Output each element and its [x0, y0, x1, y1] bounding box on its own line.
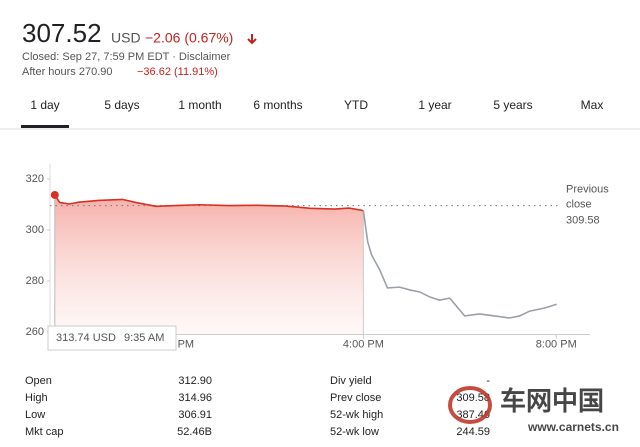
stat-label: 52-wk high — [330, 409, 383, 421]
x-tick-label: 8:00 PM — [536, 338, 577, 350]
stats: Open 312.90 Div yield - High 314.96 Prev close… — [25, 375, 490, 438]
tab[interactable]: Max — [581, 98, 604, 112]
stat-label: High — [25, 392, 48, 404]
tooltip-price: 313.74 USD — [56, 332, 116, 344]
area-fill — [54, 194, 364, 335]
stat-value: 244.59 — [456, 426, 490, 438]
tab[interactable]: 1 month — [178, 98, 221, 112]
price: 307.52 — [22, 18, 102, 48]
stat-value: 314.96 — [178, 392, 212, 404]
stat-label: Open — [25, 375, 52, 387]
tab[interactable]: 6 months — [253, 98, 302, 112]
price-line — [54, 194, 364, 212]
stat-value: 306.91 — [178, 409, 212, 421]
previous-close-label: Previous — [566, 183, 609, 195]
y-tick-label: 300 — [26, 224, 44, 236]
stat-value: 309.58 — [456, 392, 490, 404]
tooltip-time: 9:35 AM — [124, 332, 164, 344]
tab[interactable]: 1 year — [418, 98, 451, 112]
down-arrow — [247, 34, 257, 45]
tab[interactable]: 1 day — [30, 98, 59, 112]
tooltip — [47, 325, 177, 351]
chart: 26028030032012:00 PM4:00 PM8:00 PMPrevio… — [26, 163, 609, 351]
stat-label: Div yield — [330, 375, 372, 387]
stat-label: Mkt cap — [25, 426, 64, 438]
after-hours-change: −36.62 (11.91%) — [137, 66, 218, 78]
y-tick-label: 280 — [26, 275, 44, 287]
tab[interactable]: 5 days — [104, 98, 139, 112]
change: −2.06 (0.67%) — [145, 30, 233, 46]
stat-value: - — [486, 375, 490, 387]
stat-value: 312.90 — [178, 375, 212, 387]
hover-dot — [50, 190, 59, 199]
stat-value: 52.46B — [177, 426, 212, 438]
stat-label: Prev close — [330, 392, 381, 404]
watermark-name: 车网中国 — [500, 386, 604, 416]
tab-underline — [21, 125, 69, 128]
watermark-url: www.carnets.cn — [527, 420, 619, 434]
price-line — [362, 210, 557, 319]
tabs: 1 day 5 days 1 month 6 months YTD 1 year 5 yea… — [21, 98, 603, 128]
previous-close-label: close — [566, 198, 592, 210]
y-tick-label: 320 — [26, 173, 44, 185]
stat-label: Low — [25, 409, 45, 421]
after-hours: After hours 270.90 — [22, 66, 113, 78]
watermark-logo — [448, 386, 492, 424]
tab[interactable]: YTD — [344, 98, 368, 112]
watermark: 车网中国 www.carnets.cn — [448, 386, 619, 434]
tab[interactable]: 5 years — [493, 98, 532, 112]
previous-close-value: 309.58 — [566, 214, 600, 226]
stat-label: 52-wk low — [330, 426, 379, 438]
currency: USD — [111, 30, 141, 46]
x-tick-label: 4:00 PM — [343, 338, 384, 350]
status: Closed: Sep 27, 7:59 PM EDT · Disclaimer — [22, 51, 231, 63]
y-tick-label: 260 — [26, 326, 44, 338]
